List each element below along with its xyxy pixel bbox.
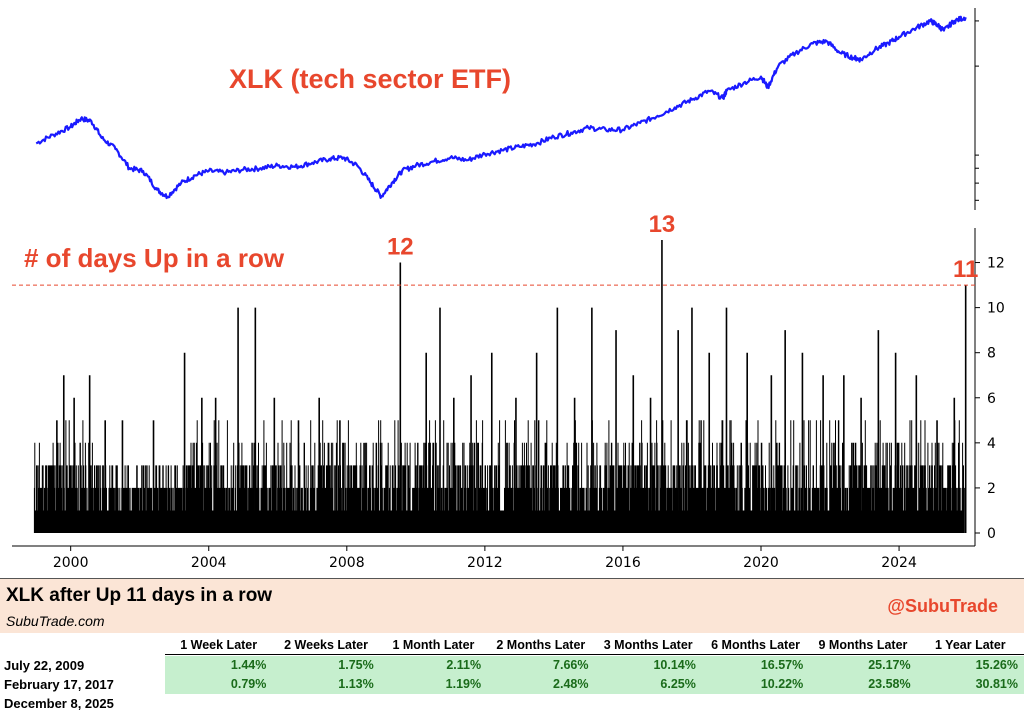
x-tick-label: 2000 (53, 555, 89, 571)
return-cell: 10.22% (701, 675, 810, 694)
peak-label: 13 (649, 211, 676, 238)
y-tick-label: 10 (987, 301, 1005, 317)
up-streak-panel: # of days Up in a row 12 13 11 0 2 4 6 8 10 12 2… (12, 211, 1005, 571)
row-date: July 22, 2009 (4, 658, 85, 673)
column-header: 2 Weeks Later (284, 638, 368, 652)
x-tick-label: 2024 (881, 555, 917, 571)
y-tick-label: 8 (987, 346, 996, 362)
price-title: XLK (tech sector ETF) (229, 64, 511, 94)
y-axis-ticks: 0 2 4 6 8 10 12 (975, 256, 1005, 542)
xlk-price-line (35, 15, 967, 200)
peak-annotations: 12 13 11 (387, 211, 978, 283)
y-tick-label: 2 (987, 481, 996, 497)
column-header: 9 Months Later (818, 638, 908, 652)
return-cell: 16.57% (701, 656, 810, 675)
results-table: XLK after Up 11 days in a row SubuTrade.… (0, 578, 1024, 712)
x-tick-label: 2008 (329, 555, 365, 571)
x-tick-label: 2016 (605, 555, 641, 571)
up-streak-bars (33, 420, 965, 533)
x-tick-label: 2004 (191, 555, 227, 571)
y-tick-label: 4 (987, 436, 996, 452)
table-banner: XLK after Up 11 days in a row SubuTrade.… (0, 578, 1024, 633)
author-handle: @SubuTrade (887, 596, 998, 616)
column-header: 2 Months Later (496, 638, 586, 652)
return-cell: 30.81% (916, 675, 1024, 694)
return-cell: 2.48% (487, 675, 595, 694)
return-cell: 25.17% (809, 656, 917, 675)
y-tick-label: 12 (987, 256, 1005, 272)
peak-label: 11 (953, 256, 978, 283)
column-header: 1 Month Later (392, 638, 475, 652)
header-divider (165, 654, 1024, 655)
chart-canvas: XLK (tech sector ETF) # of days Up in a … (12, 8, 1005, 571)
up-streak-spikes (56, 240, 967, 533)
return-cell: 7.66% (487, 656, 595, 675)
return-cell: 23.58% (809, 675, 917, 694)
price-axis-ticks (975, 20, 979, 201)
column-header: 3 Months Later (603, 638, 693, 652)
column-header: 1 Week Later (180, 638, 258, 652)
row-date: February 17, 2017 (4, 677, 114, 692)
return-cell: 15.26% (916, 656, 1024, 675)
return-cell: 10.14% (594, 656, 702, 675)
x-tick-label: 2012 (467, 555, 503, 571)
return-cell: 1.19% (379, 675, 488, 694)
return-cell: 1.75% (272, 656, 380, 675)
x-axis-ticks: 2000 2004 2008 2012 2016 2020 2024 (53, 546, 917, 571)
return-cell: 1.44% (165, 656, 273, 675)
return-cell: 2.11% (379, 656, 488, 675)
table-title: XLK after Up 11 days in a row (6, 585, 273, 606)
return-cell: 0.79% (165, 675, 273, 694)
table-subtitle: SubuTrade.com (6, 613, 105, 629)
row-date: December 8, 2025 (4, 696, 114, 711)
y-tick-label: 6 (987, 391, 996, 407)
column-header: 1 Year Later (934, 638, 1006, 652)
column-header: 6 Months Later (711, 638, 801, 652)
x-tick-label: 2020 (743, 555, 779, 571)
return-cell: 6.25% (594, 675, 702, 694)
y-tick-label: 0 (987, 526, 996, 542)
return-cell: 1.13% (272, 675, 380, 694)
peak-label: 12 (387, 234, 414, 261)
price-panel: XLK (tech sector ETF) (35, 8, 979, 210)
bars-title: # of days Up in a row (24, 243, 285, 273)
streak-bars-dense (33, 420, 965, 533)
